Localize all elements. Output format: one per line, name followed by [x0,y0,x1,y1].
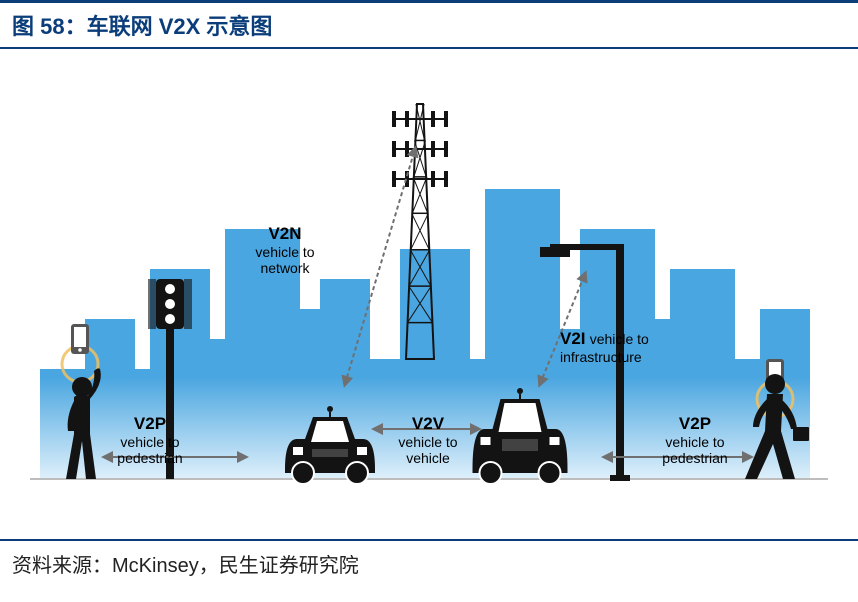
label-v2i: V2I vehicle toinfrastructure [560,329,700,366]
figure-source: 资料来源：McKinsey，民生证券研究院 [0,539,858,586]
label-v2p-left: V2P vehicle to pedestrian [100,414,200,466]
figure-title: 图 58：车联网 V2X 示意图 [0,0,858,49]
label-v2p-right: V2P vehicle to pedestrian [645,414,745,466]
diagram-canvas: V2N vehicle to network V2I vehicle toinf… [0,49,858,539]
label-v2v: V2V vehicle to vehicle [383,414,473,466]
figure-container: 图 58：车联网 V2X 示意图 V2N vehicle to network … [0,0,858,602]
label-v2n: V2N vehicle to network [240,224,330,276]
